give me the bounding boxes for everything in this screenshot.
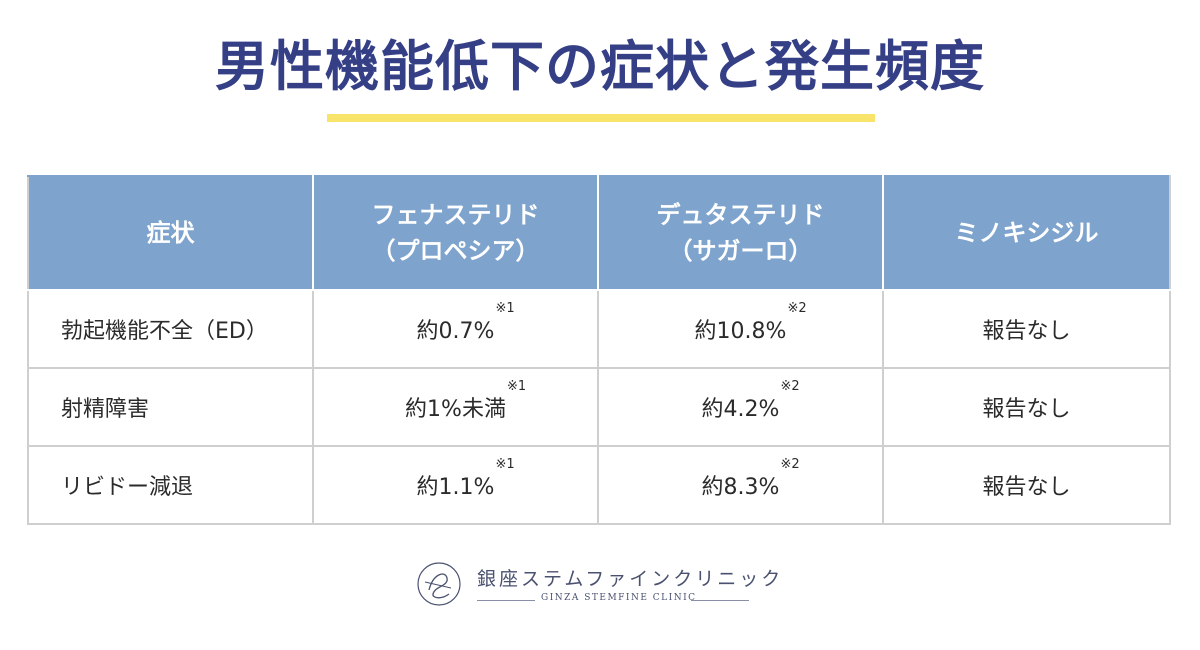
finasteride-cell: 約1.1% ※1 (312, 445, 599, 525)
footnote-mark: ※2 (780, 379, 800, 394)
table-row: リビドー減退 約1.1% ※1 約8.3% ※2 報告なし (27, 445, 1171, 525)
table-row: 勃起機能不全（ED） 約0.7% ※1 約10.8% ※2 報告なし (27, 289, 1171, 369)
symptom-cell: 射精障害 (27, 367, 314, 447)
dutasteride-cell: 約8.3% ※2 (597, 445, 884, 525)
minoxidil-cell: 報告なし (882, 289, 1171, 369)
dutasteride-cell: 約10.8% ※2 (597, 289, 884, 369)
logo-divider-right (691, 600, 749, 601)
clinic-logo: 銀座ステムファインクリニック GINZA STEMFINE CLINIC (415, 560, 795, 610)
footnote-mark: ※1 (495, 457, 515, 472)
minoxidil-cell: 報告なし (882, 367, 1171, 447)
dutasteride-cell: 約4.2% ※2 (597, 367, 884, 447)
table-row: 射精障害 約1%未満 ※1 約4.2% ※2 報告なし (27, 367, 1171, 447)
symptom-cell: 勃起機能不全（ED） (27, 289, 314, 369)
table-header-row: 症状 フェナステリド （プロペシア） デュタステリド （サガーロ） ミノキシジル (27, 175, 1171, 291)
minoxidil-cell: 報告なし (882, 445, 1171, 525)
clinic-name-english: GINZA STEMFINE CLINIC (541, 593, 697, 603)
header-finasteride: フェナステリド （プロペシア） (312, 175, 599, 291)
header-finasteride-brand: （プロペシア） (371, 237, 540, 265)
symptom-cell: リビドー減退 (27, 445, 314, 525)
finasteride-cell: 約0.7% ※1 (312, 289, 599, 369)
title-underline (327, 114, 875, 122)
footnote-mark: ※1 (506, 379, 527, 394)
footnote-mark: ※1 (495, 301, 515, 316)
header-minoxidil: ミノキシジル (882, 175, 1171, 291)
finasteride-cell: 約1%未満 ※1 (312, 367, 599, 447)
footnote-mark: ※2 (780, 457, 800, 472)
symptom-frequency-table: 症状 フェナステリド （プロペシア） デュタステリド （サガーロ） ミノキシジル… (27, 175, 1171, 525)
footnote-mark: ※2 (787, 301, 807, 316)
header-dutasteride-name: デュタステリド (656, 201, 825, 229)
clinic-name: 銀座ステムファインクリニック (477, 568, 784, 590)
clinic-logo-icon (417, 562, 461, 606)
header-symptom: 症状 (27, 175, 314, 291)
header-finasteride-name: フェナステリド (371, 201, 540, 229)
logo-divider-left (477, 600, 535, 601)
header-dutasteride-brand: （サガーロ） (668, 237, 813, 265)
header-dutasteride: デュタステリド （サガーロ） (597, 175, 884, 291)
page-title: 男性機能低下の症状と発生頻度 (215, 35, 985, 98)
